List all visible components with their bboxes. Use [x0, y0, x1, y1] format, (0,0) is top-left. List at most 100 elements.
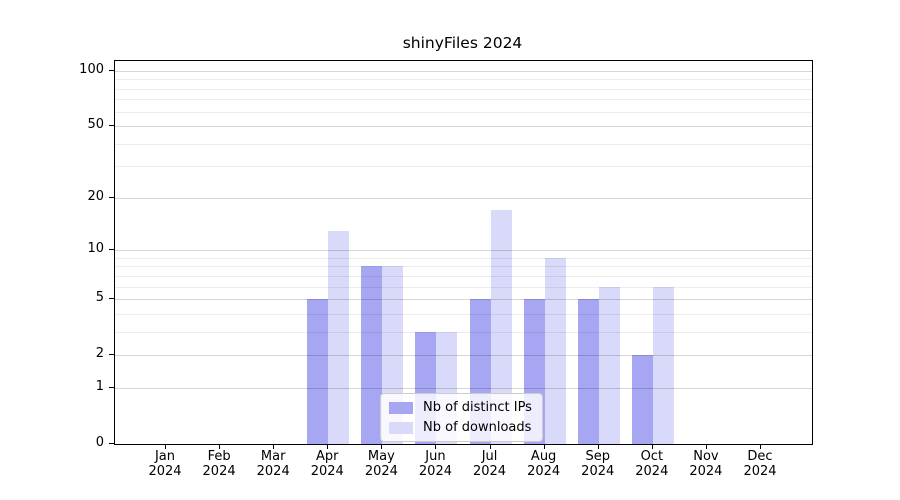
x-tick-mark-may [381, 444, 383, 449]
bar-sep-downloads [598, 286, 620, 444]
y-tick-mark-10 [109, 249, 114, 251]
legend-label-distinct-ips: Nb of distinct IPs [423, 400, 532, 415]
x-tick-label-year: 2024 [256, 464, 290, 479]
y-tick-label-10: 10 [87, 241, 104, 257]
x-tick-label-year: 2024 [202, 464, 236, 479]
x-tick-mark-jun [435, 444, 437, 449]
x-tick-mark-dec [760, 444, 761, 449]
x-tick-label-may: May 2024 [349, 449, 413, 479]
gridline-minor-4 [115, 313, 812, 315]
x-tick-mark-oct [651, 444, 653, 449]
x-tick-mark-nov [705, 444, 707, 449]
y-tick-label-100: 100 [79, 62, 104, 77]
legend-entry-distinct-ips: Nb of distinct IPs [389, 400, 532, 415]
gridline-major-20 [115, 197, 812, 199]
bar-may-distinct-ips [361, 266, 383, 444]
gridline-major-100 [115, 71, 812, 72]
x-tick-label-year: 2024 [418, 464, 452, 479]
bar-oct-downloads [652, 286, 674, 444]
y-tick-mark-1 [109, 386, 114, 388]
x-tick-label-month: Aug [530, 449, 557, 464]
x-tick-label-month: Jan [154, 449, 176, 464]
gridline-minor-30 [115, 166, 812, 168]
bar-aug-downloads [544, 257, 566, 444]
x-tick-label-year: 2024 [310, 464, 344, 479]
y-tick-mark-0 [109, 443, 114, 444]
x-tick-label-month: Oct [640, 449, 664, 464]
x-tick-label-year: 2024 [364, 464, 398, 479]
x-tick-label-month: May [367, 449, 395, 464]
gridline-minor-8 [115, 266, 812, 268]
bar-jul-downloads [490, 210, 512, 444]
x-tick-label-aug: Aug 2024 [512, 449, 576, 479]
legend-entry-downloads: Nb of downloads [389, 420, 532, 435]
x-tick-mark-jul [489, 444, 491, 449]
x-tick-label-month: Dec [747, 449, 773, 464]
x-tick-label-month: Apr [316, 449, 339, 464]
x-tick-label-mar: Mar 2024 [241, 449, 305, 479]
x-tick-label-jan: Jan 2024 [133, 449, 197, 479]
x-tick-mark-jan [165, 444, 166, 449]
x-tick-mark-aug [543, 444, 545, 449]
gridline-minor-70 [115, 99, 812, 101]
x-tick-label-month: Mar [260, 449, 286, 464]
x-tick-mark-feb [219, 444, 221, 449]
gridline-minor-90 [115, 79, 812, 81]
plot-area: Nb of distinct IPs Nb of downloads [114, 60, 813, 445]
gridline-minor-60 [115, 111, 812, 113]
gridline-major-10 [115, 250, 812, 252]
x-tick-label-year: 2024 [635, 464, 669, 479]
x-tick-label-year: 2024 [743, 464, 777, 479]
x-tick-label-month: Feb [207, 449, 231, 464]
x-tick-label-year: 2024 [581, 464, 615, 479]
gridline-major-1 [115, 387, 812, 389]
x-tick-label-apr: Apr 2024 [295, 449, 359, 479]
legend-swatch-downloads [389, 421, 413, 434]
gridline-minor-9 [115, 257, 812, 259]
y-tick-label-1: 1 [95, 378, 104, 394]
y-tick-label-20: 20 [87, 188, 104, 204]
y-tick-mark-5 [109, 298, 114, 300]
gridline-minor-3 [115, 331, 812, 333]
y-tick-mark-2 [109, 354, 114, 356]
bar-oct-distinct-ips [631, 355, 653, 444]
legend-label-downloads: Nb of downloads [423, 420, 532, 435]
y-tick-mark-100 [109, 70, 114, 71]
gridline-minor-7 [115, 275, 812, 277]
gridline-major-5 [115, 299, 812, 301]
x-tick-label-sep: Sep 2024 [566, 449, 630, 479]
chart-title: shinyFiles 2024 [402, 34, 523, 52]
bar-apr-distinct-ips [307, 299, 329, 444]
gridline-major-50 [115, 126, 812, 128]
x-tick-mark-sep [597, 444, 599, 449]
x-tick-mark-mar [273, 444, 275, 449]
x-tick-label-month: Sep [585, 449, 610, 464]
gridline-minor-6 [115, 286, 812, 288]
bar-sep-distinct-ips [577, 299, 599, 444]
gridline-minor-80 [115, 88, 812, 90]
legend-swatch-distinct-ips [389, 401, 413, 414]
x-tick-label-nov: Nov 2024 [674, 449, 738, 479]
x-tick-label-jun: Jun 2024 [403, 449, 467, 479]
x-tick-label-month: Nov [693, 449, 719, 464]
x-tick-label-year: 2024 [527, 464, 561, 479]
y-tick-mark-50 [109, 125, 114, 127]
x-tick-label-oct: Oct 2024 [620, 449, 684, 479]
y-tick-label-2: 2 [95, 346, 104, 362]
gridline-minor-40 [115, 143, 812, 145]
y-tick-label-50: 50 [87, 117, 104, 133]
x-tick-label-jul: Jul 2024 [458, 449, 522, 479]
x-tick-label-year: 2024 [689, 464, 723, 479]
x-tick-mark-apr [327, 444, 329, 449]
x-tick-label-month: Jun [425, 449, 446, 464]
legend: Nb of distinct IPs Nb of downloads [380, 393, 543, 442]
x-tick-label-feb: Feb 2024 [187, 449, 251, 479]
y-tick-label-5: 5 [95, 290, 104, 306]
x-tick-label-year: 2024 [472, 464, 507, 479]
bar-apr-downloads [328, 230, 350, 444]
y-tick-label-0: 0 [95, 435, 104, 450]
x-tick-label-month: Jul [481, 449, 498, 464]
gridline-major-2 [115, 355, 812, 357]
y-tick-mark-20 [109, 196, 114, 198]
x-tick-label-year: 2024 [148, 464, 182, 479]
